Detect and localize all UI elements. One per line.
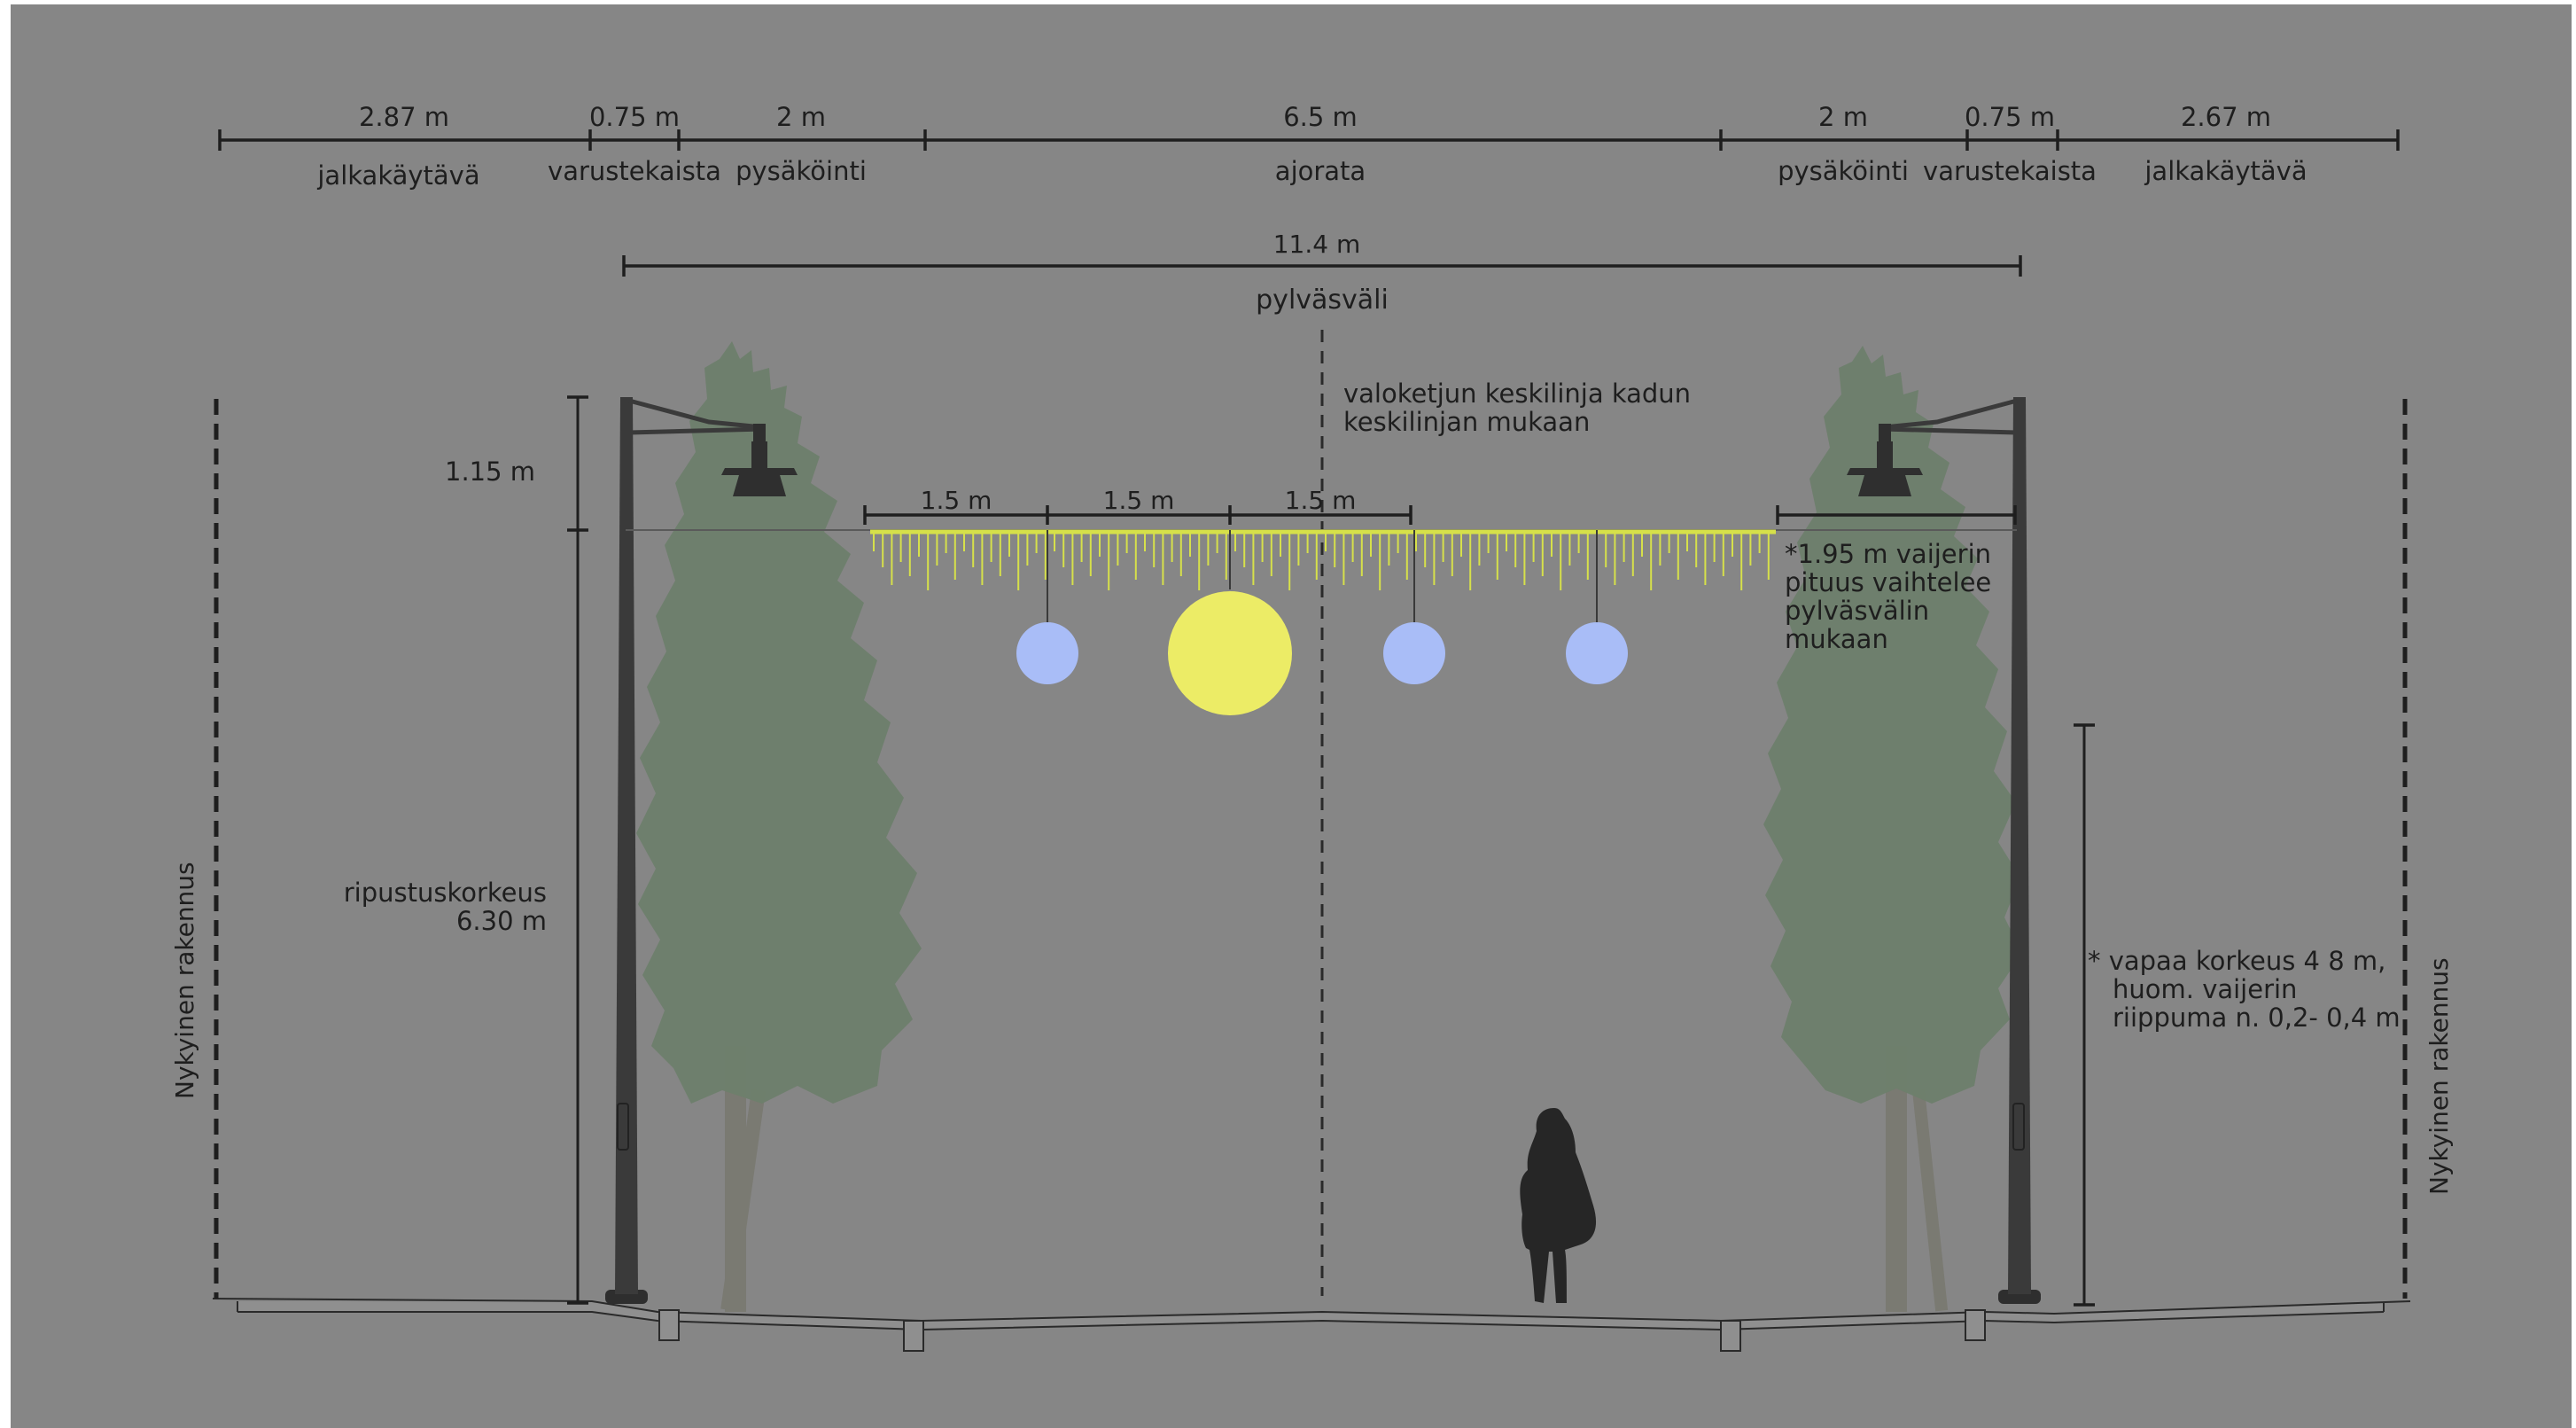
globe-1 [1016, 622, 1078, 684]
top-dimension-label-7: jalkakäytävä [2144, 156, 2307, 186]
pole-right [2008, 397, 2031, 1294]
top-dimension-label-2: varustekaista [548, 156, 721, 186]
light-chain [870, 529, 1776, 590]
tree-left-trunk-2 [720, 1089, 766, 1311]
globe-4 [1566, 622, 1628, 684]
top-dimension-value-3: 2 m [776, 102, 826, 132]
tree-right-trunk-2 [1912, 1089, 1949, 1312]
wire-note-line1: *1.95 m vaijerin [1785, 539, 1991, 569]
ground-line-lower [237, 1311, 2385, 1331]
centerline-note-line1: valoketjun keskilinja kadun [1343, 378, 1691, 409]
luminaire-right-hood [1847, 468, 1923, 475]
ground-line [212, 1298, 2411, 1323]
top-dimension-value-7: 2.67 m [2181, 102, 2271, 132]
hanging-height-value: 6.30 m [456, 906, 547, 936]
luminaire-right-neck [1879, 424, 1891, 441]
top-dimension-value-2: 0.75 m [589, 102, 680, 132]
luminaire-offset-value: 1.15 m [445, 456, 535, 487]
top-dimension-value-4: 6.5 m [1283, 102, 1358, 132]
clearance-dimension [2074, 723, 2095, 1307]
luminaire-left-stem [751, 441, 767, 468]
pole-span-value: 11.4 m [1273, 230, 1361, 259]
chain-spacing-1: 1.5 m [921, 486, 992, 515]
pole-left [615, 397, 638, 1294]
pole-span-label: pylväsväli [1256, 285, 1389, 316]
top-dimension-value-1: 2.87 m [359, 102, 449, 132]
arm-left-2 [628, 426, 765, 435]
building-label-right: Nykyinen rakennus [2424, 957, 2454, 1195]
tree-right [1763, 346, 2022, 1312]
clearance-note-line3: riippuma n. 0,2- 0,4 m [2113, 1003, 2401, 1033]
chain-spacing-dimension: 1.5 m 1.5 m 1.5 m [863, 486, 1413, 525]
top-dimension-label-1: jalkakäytävä [316, 160, 479, 191]
luminaire-right-stem [1877, 441, 1893, 468]
wire-note-line4: mukaan [1785, 624, 1888, 654]
luminaire-right-shade [1858, 475, 1911, 496]
globe-2 [1168, 591, 1292, 715]
ground-fill [237, 1301, 2384, 1330]
luminaire-left-shade [733, 475, 786, 496]
curb-3 [1720, 1320, 1741, 1352]
street-light-left [605, 397, 798, 1304]
wire-length-dimension [1776, 505, 2017, 525]
pole-right-hatch [2012, 1103, 2025, 1151]
hanging-globes [1016, 530, 1628, 715]
person-silhouette [1520, 1108, 1597, 1303]
arm-right [1883, 398, 2018, 430]
street-ground [212, 1298, 2411, 1352]
wire-note-line2: pituus vaihtelee [1785, 567, 1991, 597]
arm-left [628, 398, 763, 430]
clearance-note-line2: huom. vaijerin [2113, 974, 2297, 1004]
tree-left-crown [636, 341, 922, 1104]
top-dimension-value-5: 2 m [1818, 102, 1868, 132]
top-dimension-value-6: 0.75 m [1965, 102, 2055, 132]
curb-1 [658, 1309, 680, 1341]
top-dimension-label-4: ajorata [1275, 156, 1366, 186]
building-label-left: Nykyinen rakennus [170, 862, 199, 1099]
diagram-background [11, 4, 2572, 1428]
vertical-height-dimension: 1.15 m ripustuskorkeus 6.30 m [344, 395, 588, 1305]
top-dimension-label-5: pysäköinti [1778, 156, 1909, 186]
hanging-height-label: ripustuskorkeus [344, 878, 547, 908]
luminaire-left-hood [721, 468, 798, 475]
curb-2 [903, 1320, 924, 1352]
tree-left [636, 341, 922, 1312]
arm-right-2 [1881, 426, 2018, 435]
wire-note-line3: pylväsvälin [1785, 596, 1929, 626]
tree-right-crown [1763, 346, 2022, 1104]
chain-spacing-2: 1.5 m [1103, 486, 1175, 515]
top-dimension-label-6: varustekaista [1923, 156, 2097, 186]
pole-left-hatch [617, 1103, 629, 1151]
centerline-note-line2: keskilinjan mukaan [1343, 407, 1590, 437]
chain-spacing-3: 1.5 m [1285, 486, 1357, 515]
clearance-note-line1: * vapaa korkeus 4 8 m, [2088, 946, 2385, 976]
person-body [1520, 1108, 1597, 1303]
top-dimension-string: 2.87 m 0.75 m 2 m 6.5 m 2 m 0.75 m 2.67 m jalka… [218, 102, 2400, 191]
street-light-right [1847, 397, 2041, 1304]
luminaire-left-neck [753, 424, 766, 441]
curb-4 [1965, 1309, 1986, 1341]
pole-span-dimension: 11.4 m pylväsväli [622, 230, 2022, 316]
top-dimension-label-3: pysäköinti [735, 156, 867, 186]
globe-3 [1383, 622, 1445, 684]
